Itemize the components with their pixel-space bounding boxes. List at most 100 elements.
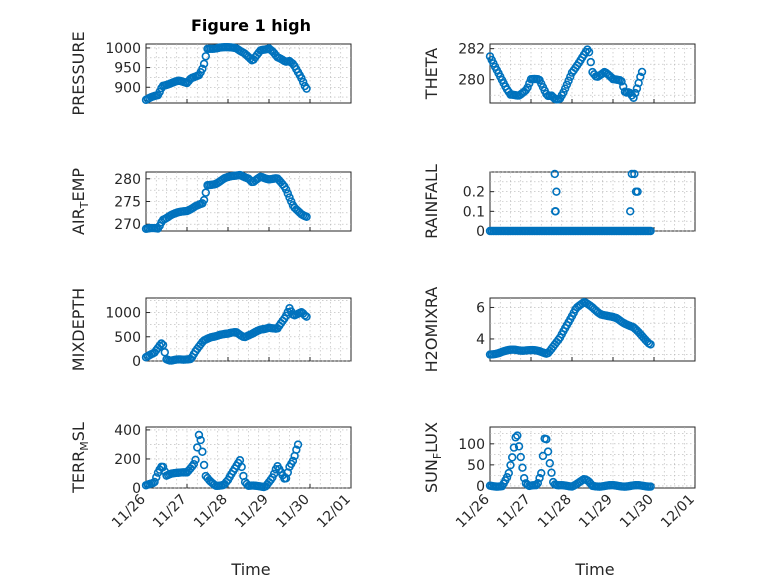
y-tick-label: 0 [476,224,485,240]
data-point-theta [598,69,607,78]
y-tick-label: 282 [458,42,485,58]
data-point-rainfall [550,169,559,179]
data-point-sun_flux [545,459,554,468]
plot-frame [145,426,352,489]
y-tick-label: 500 [114,330,141,346]
data-point-sun_flux [535,473,544,483]
data-point-terr_msl [196,435,205,445]
data-point-h2omixra [646,340,655,349]
x-tick-label: 11/26 [453,491,493,531]
data-point-air_temp [199,195,209,205]
data-point-theta [619,82,628,91]
y-axis-label-terr_msl: TERRMSL [69,422,91,494]
x-tick-label: 11/30 [617,492,657,532]
y-tick-label: 270 [114,217,141,233]
x-tick-label: 11/29 [232,492,272,532]
data-point-sun_flux [509,443,519,452]
x-tick-label: 11/28 [191,492,231,532]
data-point-air_temp [285,193,294,202]
data-point-terr_msl [288,456,298,466]
axes-sun_flux: 0 50 100 11/26 11/27 11/28 11/29 11/30 12/01 SUNF… [422,422,698,531]
data-point-theta [636,72,645,81]
data-point-mixdepth [302,312,311,321]
data-point-sun_flux [533,478,543,488]
data-point-air_temp [283,189,292,198]
data-point-theta [564,76,573,85]
y-tick-label: 900 [114,80,141,96]
data-point-air_temp [201,188,210,197]
data-point-theta [560,84,570,93]
data-point-theta [584,47,594,57]
data-point-theta [617,77,626,86]
y-tick-label: 6 [476,300,485,316]
y-tick-label: 0 [132,354,141,370]
y-tick-label: 100 [458,437,485,453]
data-point-air_temp [302,212,311,221]
y-tick-label: 1000 [105,41,141,57]
x-axis-label-right: Time [574,560,614,579]
data-point-terr_msl [189,459,199,469]
y-tick-label: 50 [467,458,485,474]
data-point-sun_flux [646,482,655,491]
axes-mixdepth: 0 500 1000 MIXDEPTH [69,288,352,371]
x-tick-label: 11/26 [109,491,149,531]
data-point-terr_msl [158,462,168,472]
data-point-terr_msl [198,447,207,456]
x-tick-label: 11/29 [576,492,616,532]
data-point-sun_flux [547,468,556,477]
y-tick-label: 0.1 [463,204,485,220]
data-point-sun_flux [519,473,529,483]
x-tick-label: 11/30 [273,492,313,532]
data-point-sun_flux [543,447,553,456]
data-point-rainfall [550,207,560,216]
data-point-pressure [199,59,209,69]
y-tick-label: 400 [114,423,141,439]
axes-h2omixra: 4 6 H2OMIXRA [422,287,696,373]
y-tick-label: 1000 [105,306,141,322]
data-point-sun_flux [514,442,524,451]
axes-rainfall: 0 0.1 0.2 RAINFALL [422,164,696,240]
data-point-theta [637,67,647,77]
y-tick-label: 280 [458,73,485,89]
data-point-theta [562,80,572,89]
x-axis-label-left: Time [230,560,270,579]
y-axis-label-pressure: PRESSURE [69,31,88,115]
axes-theta: 280 282 THETA [422,42,696,104]
figure-title: Figure 1 high [191,16,311,35]
data-point-sun_flux [513,431,522,440]
data-point-terr_msl [193,443,202,452]
data-point-sun_flux [542,435,551,444]
data-point-terr_msl [199,460,209,470]
y-tick-label: 275 [114,195,141,211]
data-point-sun_flux [502,472,512,482]
data-point-sun_flux [531,480,541,490]
data-point-terr_msl [152,473,161,482]
y-axis-label-air_temp: AIRTEMP [69,168,91,235]
data-point-air_temp [281,185,291,194]
data-point-rainfall [630,169,639,179]
y-tick-label: 0 [132,481,141,497]
data-point-theta [629,93,638,102]
data-point-sun_flux [511,433,520,442]
x-tick-label: 11/27 [494,492,534,532]
y-axis-label-h2omixra: H2OMIXRA [422,287,441,373]
data-point-terr_msl [292,445,301,454]
data-point-sun_flux [518,463,527,472]
data-point-mixdepth [300,311,310,320]
data-point-theta [523,83,532,92]
data-point-mixdepth [157,339,166,348]
data-point-rainfall [646,226,655,236]
data-point-theta [586,57,595,67]
data-point-theta [631,88,640,98]
data-point-terr_msl [194,430,204,440]
y-tick-label: 280 [114,172,141,188]
y-tick-label: 4 [476,332,485,348]
x-tick-label: 12/01 [658,492,698,532]
data-point-sun_flux [537,468,546,478]
data-point-sun_flux [538,451,548,461]
data-point-sun_flux [506,460,515,470]
y-axis-label-theta: THETA [422,48,441,100]
axes-air_temp: 270 275 280 AIRTEMP [69,168,352,235]
data-point-terr_msl [237,462,246,472]
